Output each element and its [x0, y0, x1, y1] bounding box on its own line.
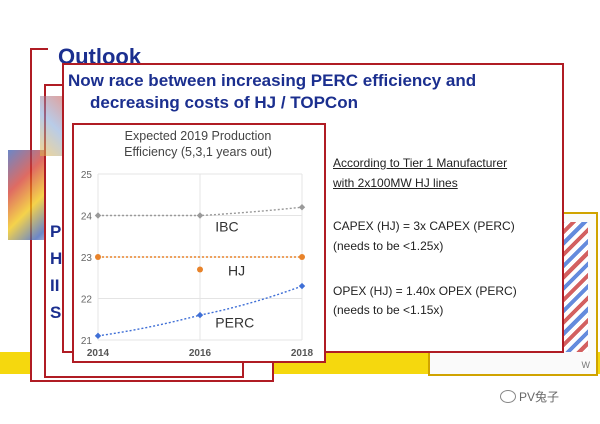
chart-panel: [72, 123, 326, 363]
watermark-text: PV兔子: [519, 390, 560, 404]
y-tick-label: 24: [81, 212, 93, 223]
side-letter: S: [50, 303, 62, 322]
series-label-hj: HJ: [228, 263, 245, 279]
data-point-hj: [299, 254, 305, 260]
data-point-hj: [95, 254, 101, 260]
series-label-perc: PERC: [215, 315, 254, 331]
side-letter: P: [50, 222, 62, 241]
data-point-perc: [94, 332, 102, 340]
chart-title-line-2: Efficiency (5,3,1 years out): [124, 145, 272, 159]
opex-line-2: (needs to be <1.15x): [333, 303, 444, 317]
x-tick-label: 2016: [189, 348, 212, 359]
data-point-ibc: [298, 204, 306, 211]
right-slide-caption: W: [581, 360, 591, 370]
data-point-perc: [196, 311, 204, 319]
y-tick-label: 21: [81, 336, 93, 347]
data-point-perc: [298, 282, 306, 290]
data-point-ibc: [196, 212, 204, 219]
y-tick-label: 22: [81, 295, 93, 306]
title-line-2: decreasing costs of HJ / TOPCon: [90, 93, 358, 112]
data-point-ibc: [94, 212, 102, 219]
side-letter: H: [50, 249, 63, 268]
y-tick-label: 23: [81, 253, 93, 264]
note-line-1: According to Tier 1 Manufacturer: [333, 156, 508, 170]
title-line-1: Now race between increasing PERC efficie…: [68, 71, 477, 90]
note-line-2: with 2x100MW HJ lines: [333, 176, 458, 190]
y-tick-label: 25: [81, 170, 93, 181]
background-side-letters: P H II S: [50, 218, 62, 326]
wechat-icon: [500, 390, 516, 403]
chart-title: Expected 2019 Production Efficiency (5,3…: [98, 128, 298, 160]
x-tick-label: 2014: [87, 348, 110, 359]
data-point-hj: [197, 266, 203, 273]
watermark: PV兔子: [500, 388, 559, 405]
series-label-ibc: IBC: [215, 218, 238, 234]
opex-line-1: OPEX (HJ) = 1.40x OPEX (PERC): [333, 284, 517, 298]
main-slide-title: Now race between increasing PERC efficie…: [68, 70, 558, 114]
capex-line-1: CAPEX (HJ) = 3x CAPEX (PERC): [333, 219, 515, 233]
side-letter: II: [50, 276, 60, 295]
chart-title-line-1: Expected 2019 Production: [124, 129, 272, 143]
x-tick-label: 2018: [291, 348, 314, 359]
efficiency-chart: 21 22 23 24 25 2014 2016 2018 IBC HJ PERC: [81, 170, 314, 359]
capex-line-2: (needs to be <1.25x): [333, 239, 444, 253]
